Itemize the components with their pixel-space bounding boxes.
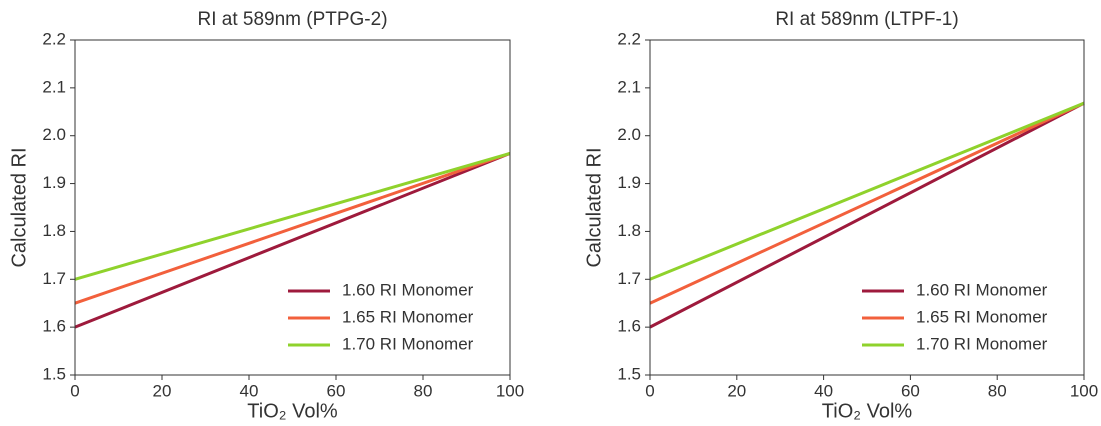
y-tick-label: 2.1 — [617, 77, 641, 96]
y-tick-label: 1.6 — [42, 317, 66, 336]
y-tick-label: 1.9 — [617, 173, 641, 192]
x-tick-label: 60 — [901, 381, 920, 400]
y-tick-label: 1.8 — [617, 221, 641, 240]
series-line — [649, 101, 1085, 329]
series-line — [74, 152, 511, 305]
y-tick-label: 2.2 — [42, 29, 66, 48]
y-tick-label: 1.7 — [617, 269, 641, 288]
x-axis-label: TiO₂ Vol% — [822, 400, 913, 422]
y-tick-label: 2.1 — [42, 77, 66, 96]
x-tick-label: 100 — [496, 381, 524, 400]
y-axis-label: Calculated RI — [8, 147, 30, 267]
y-tick-label: 2.2 — [617, 29, 641, 48]
y-tick-label: 1.6 — [617, 317, 641, 336]
series-line — [649, 101, 1085, 281]
x-tick-label: 60 — [327, 381, 346, 400]
legend-label: 1.65 RI Monomer — [342, 307, 474, 326]
plot-frame — [74, 39, 511, 376]
series-line — [649, 101, 1085, 305]
legend-label: 1.65 RI Monomer — [916, 307, 1048, 326]
y-tick-label: 1.7 — [42, 269, 66, 288]
chart-title: RI at 589nm (PTPG-2) — [197, 9, 387, 30]
y-tick-label: 1.5 — [617, 364, 641, 383]
x-tick-label: 40 — [814, 381, 833, 400]
y-tick-label: 1.5 — [42, 364, 66, 383]
x-tick-label: 80 — [414, 381, 433, 400]
legend-label: 1.60 RI Monomer — [342, 280, 474, 299]
x-tick-label: 20 — [727, 381, 746, 400]
x-tick-label: 100 — [1070, 381, 1098, 400]
legend-label: 1.70 RI Monomer — [342, 334, 474, 353]
series-line — [74, 151, 511, 281]
x-axis-label: TiO₂ Vol% — [247, 400, 338, 422]
y-tick-label: 1.8 — [42, 221, 66, 240]
y-tick-label: 1.9 — [42, 173, 66, 192]
x-tick-label: 40 — [240, 381, 259, 400]
plot-frame — [649, 39, 1085, 376]
y-axis-label: Calculated RI — [583, 147, 605, 267]
legend-label: 1.60 RI Monomer — [916, 280, 1048, 299]
y-tick-label: 2.0 — [42, 125, 66, 144]
y-tick-label: 2.0 — [617, 125, 641, 144]
x-tick-label: 0 — [645, 381, 654, 400]
chart-title: RI at 589nm (LTPF-1) — [775, 9, 958, 30]
series-line — [74, 152, 511, 329]
legend-label: 1.70 RI Monomer — [916, 334, 1048, 353]
x-tick-label: 0 — [70, 381, 79, 400]
x-tick-label: 20 — [153, 381, 172, 400]
x-tick-label: 80 — [988, 381, 1007, 400]
